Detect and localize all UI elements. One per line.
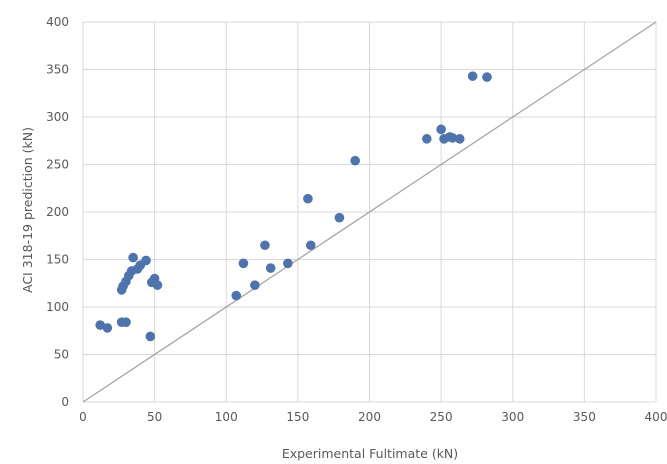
data-point [231,290,242,301]
x-tick-label: 200 [358,410,381,424]
data-point [145,331,156,342]
y-axis-ticks: 0 50 100 150 200 250 300 350 400 [46,15,69,409]
data-point [152,280,163,290]
data-point [250,280,260,290]
y-tick-label: 150 [46,253,69,267]
data-point [283,258,293,269]
y-tick-label: 400 [46,15,69,29]
x-tick-label: 350 [573,410,596,424]
data-point [334,212,345,223]
data-point [260,240,270,251]
x-axis-ticks: 0 50 100 150 200 250 300 350 400 [79,410,667,424]
data-point [436,124,446,135]
y-tick-label: 200 [46,205,69,219]
data-point [454,134,465,144]
data-point [303,193,313,204]
data-point [350,155,360,166]
y-tick-label: 250 [46,158,69,172]
y-tick-label: 300 [46,110,69,124]
data-point [265,263,276,273]
y-tick-label: 50 [54,348,69,362]
data-point [121,317,131,328]
x-tick-label: 150 [286,410,309,424]
x-tick-label: 300 [501,410,524,424]
data-point [447,133,458,143]
x-tick-label: 0 [79,410,87,424]
data-point [141,255,151,266]
data-point [238,258,249,269]
x-tick-label: 100 [215,410,238,424]
data-point [467,71,478,81]
reference-line [82,21,657,403]
data-points [95,71,492,342]
y-tick-label: 100 [46,300,69,314]
x-tick-label: 400 [645,410,667,424]
data-point [305,240,316,251]
data-point [128,252,138,263]
y-tick-label: 0 [61,395,69,409]
x-axis-title: Experimental Fultimate (kN) [282,446,458,461]
data-point [482,72,492,82]
x-tick-label: 250 [430,410,453,424]
data-point [102,323,113,333]
x-tick-label: 50 [147,410,162,424]
data-point [422,134,432,144]
reference-line-group [82,21,657,403]
y-axis-title: ACI 318-19 prediction (kN) [20,127,35,293]
y-tick-label: 350 [46,63,69,77]
